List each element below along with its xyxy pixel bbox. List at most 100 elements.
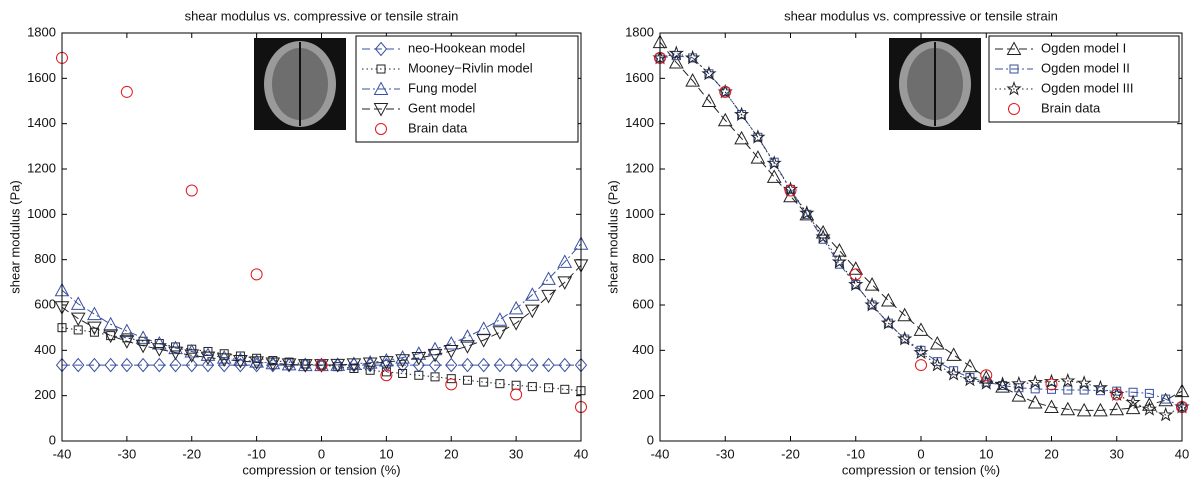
marker	[998, 380, 1008, 390]
series-line	[659, 41, 1183, 411]
marker	[1076, 375, 1092, 390]
y-tick-label: 1200	[27, 160, 56, 175]
marker	[184, 349, 200, 363]
marker	[249, 354, 264, 368]
y-axis-label: shear modulus (Pa)	[7, 180, 22, 293]
x-tick-label: -40	[53, 446, 72, 461]
y-tick-label: 1600	[625, 70, 654, 85]
y-tick-label: 1800	[27, 24, 56, 39]
marker	[766, 155, 782, 170]
brain-image	[254, 38, 346, 130]
marker	[411, 352, 427, 366]
x-tick-label: -20	[781, 446, 800, 461]
legend-label: Ogden model III	[1041, 80, 1134, 95]
y-tick-label: 1200	[625, 160, 654, 175]
marker	[848, 276, 864, 292]
marker	[527, 382, 537, 392]
marker	[526, 357, 539, 373]
marker	[766, 169, 782, 183]
marker	[684, 49, 701, 65]
marker	[509, 357, 523, 373]
marker	[560, 384, 570, 394]
legend-marker	[1009, 64, 1019, 74]
legend-marker	[375, 123, 387, 135]
marker	[200, 351, 216, 366]
marker	[462, 375, 472, 385]
marker	[476, 334, 492, 348]
marker	[525, 304, 540, 319]
marker	[445, 357, 458, 373]
x-axis-label: compression or tension (%)	[242, 462, 400, 477]
marker	[216, 350, 232, 364]
y-tick-label: 1600	[27, 70, 56, 85]
y-tick-label: 1000	[625, 206, 654, 221]
marker	[1011, 388, 1027, 402]
marker	[461, 357, 474, 373]
marker	[525, 287, 540, 301]
marker	[380, 369, 393, 382]
y-tick-label: 1000	[27, 206, 56, 221]
legend-label: Brain data	[408, 120, 468, 135]
marker	[446, 374, 456, 384]
x-tick-label: 30	[1110, 446, 1124, 461]
marker	[913, 322, 929, 336]
marker	[1158, 406, 1174, 422]
x-tick-label: 0	[917, 446, 924, 461]
marker	[1125, 394, 1141, 409]
marker	[668, 45, 684, 60]
marker	[185, 357, 198, 373]
marker	[946, 347, 961, 361]
marker	[70, 296, 86, 310]
legend-label: Fung model	[408, 80, 477, 95]
marker	[297, 359, 313, 373]
y-tick-label: 1400	[27, 115, 56, 130]
marker	[734, 130, 749, 145]
legend-label: Ogden model II	[1041, 60, 1130, 75]
marker	[250, 268, 263, 281]
marker	[558, 357, 571, 373]
legend-marker	[376, 64, 386, 74]
marker	[784, 184, 797, 197]
marker	[945, 366, 962, 381]
marker	[557, 276, 573, 290]
marker	[168, 346, 183, 361]
marker	[138, 336, 148, 346]
legend-label: Ogden model I	[1041, 40, 1126, 55]
marker	[980, 369, 993, 382]
marker	[427, 348, 443, 363]
marker	[201, 357, 215, 373]
x-tick-label: 40	[574, 446, 588, 461]
marker	[233, 352, 248, 366]
marker	[135, 330, 151, 344]
marker	[897, 330, 913, 346]
marker	[557, 254, 573, 268]
x-tick-label: -30	[117, 446, 136, 461]
x-tick-label: -10	[846, 446, 865, 461]
marker	[492, 326, 508, 340]
marker	[978, 375, 994, 390]
marker	[1045, 378, 1058, 391]
marker	[802, 209, 812, 219]
marker	[1060, 401, 1076, 416]
marker	[1027, 374, 1043, 390]
marker	[281, 358, 297, 372]
marker	[1076, 402, 1092, 417]
marker	[815, 228, 831, 244]
legend-marker	[373, 103, 389, 117]
brain-image	[889, 38, 981, 130]
marker	[72, 357, 85, 373]
marker	[508, 317, 524, 331]
y-tick-label: 800	[632, 251, 654, 266]
plot-frame	[659, 32, 1183, 442]
y-tick-label: 400	[632, 342, 654, 357]
marker	[479, 377, 489, 387]
marker	[346, 358, 362, 372]
marker	[119, 323, 135, 338]
marker	[750, 150, 766, 164]
plot-frame	[61, 32, 582, 442]
legend-marker	[1006, 41, 1022, 55]
marker	[834, 259, 844, 269]
marker	[1011, 375, 1027, 391]
marker	[864, 296, 880, 312]
marker	[1063, 385, 1073, 395]
